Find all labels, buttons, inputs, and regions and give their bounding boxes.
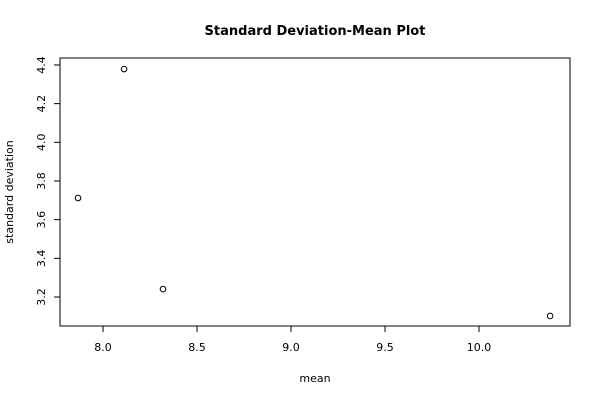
y-axis-label: standard deviation [3,140,16,243]
x-tick-label: 8.0 [94,341,112,354]
y-tick-label: 4.4 [35,56,48,74]
y-tick-label: 3.2 [35,288,48,306]
x-tick-label: 9.0 [282,341,300,354]
chart-title: Standard Deviation-Mean Plot [205,24,426,39]
y-tick-label: 4.2 [35,95,48,113]
x-tick-label: 8.5 [188,341,206,354]
x-tick-label: 9.5 [376,341,394,354]
point [120,65,128,73]
y-tick-label: 3.4 [35,250,48,268]
y-tick-label: 3.8 [35,172,48,190]
point [159,285,167,293]
plot-frame [59,57,571,327]
y-tick-label: 3.6 [35,211,48,229]
x-axis-label: mean [299,372,330,385]
x-tick-label: 10.0 [467,341,492,354]
point [546,312,554,320]
y-tick-label: 4.0 [35,134,48,152]
point [74,194,82,202]
